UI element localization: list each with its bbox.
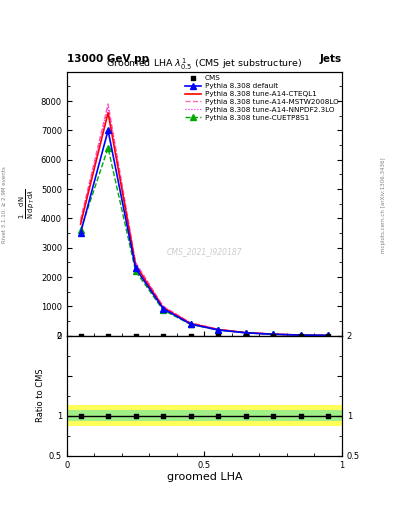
- Pythia 8.308 tune-A14-MSTW2008LO: [106, 101, 110, 107]
- Pythia 8.308 tune-CUETP8S1: [133, 268, 138, 274]
- Point: [298, 412, 304, 420]
- Pythia 8.308 default: [133, 265, 138, 271]
- Y-axis label: Ratio to CMS: Ratio to CMS: [36, 369, 45, 422]
- Y-axis label: $\frac{1}{\mathrm{N}}\frac{\mathrm{d}\,\mathrm{N}}{\mathrm{d}\,p_T\,\mathrm{d}\l: $\frac{1}{\mathrm{N}}\frac{\mathrm{d}\,\…: [17, 188, 37, 219]
- CMS: [160, 332, 166, 340]
- Pythia 8.308 default: [298, 332, 303, 338]
- Legend: CMS, Pythia 8.308 default, Pythia 8.308 tune-A14-CTEQL1, Pythia 8.308 tune-A14-M: CMS, Pythia 8.308 default, Pythia 8.308 …: [184, 74, 340, 122]
- Pythia 8.308 default: [161, 306, 165, 312]
- Line: Pythia 8.308 default: Pythia 8.308 default: [78, 127, 331, 338]
- Pythia 8.308 tune-A14-CTEQL1: [106, 110, 110, 116]
- Pythia 8.308 tune-A14-CTEQL1: [243, 330, 248, 336]
- Pythia 8.308 tune-CUETP8S1: [326, 332, 331, 338]
- Pythia 8.308 default: [271, 331, 275, 337]
- CMS: [77, 332, 84, 340]
- Pythia 8.308 tune-A14-MSTW2008LO: [326, 332, 331, 338]
- Point: [270, 412, 276, 420]
- CMS: [105, 332, 111, 340]
- Pythia 8.308 default: [243, 330, 248, 336]
- Line: Pythia 8.308 tune-A14-NNPDF2.3LO: Pythia 8.308 tune-A14-NNPDF2.3LO: [81, 107, 328, 335]
- Pythia 8.308 default: [78, 230, 83, 236]
- Pythia 8.308 tune-CUETP8S1: [188, 322, 193, 328]
- Point: [215, 412, 221, 420]
- Pythia 8.308 default: [106, 127, 110, 134]
- Pythia 8.308 tune-A14-MSTW2008LO: [216, 326, 220, 332]
- Pythia 8.308 tune-A14-CTEQL1: [298, 332, 303, 338]
- Pythia 8.308 tune-A14-MSTW2008LO: [161, 303, 165, 309]
- Pythia 8.308 tune-A14-CTEQL1: [326, 332, 331, 338]
- Pythia 8.308 tune-A14-NNPDF2.3LO: [326, 332, 331, 338]
- Pythia 8.308 tune-A14-NNPDF2.3LO: [298, 332, 303, 338]
- Point: [242, 412, 249, 420]
- Pythia 8.308 tune-CUETP8S1: [271, 331, 275, 337]
- Line: Pythia 8.308 tune-A14-MSTW2008LO: Pythia 8.308 tune-A14-MSTW2008LO: [81, 104, 328, 335]
- Pythia 8.308 tune-A14-MSTW2008LO: [271, 331, 275, 337]
- Pythia 8.308 tune-A14-CTEQL1: [161, 305, 165, 311]
- CMS: [325, 332, 331, 340]
- Pythia 8.308 tune-A14-MSTW2008LO: [243, 329, 248, 335]
- Pythia 8.308 tune-A14-CTEQL1: [188, 321, 193, 327]
- Pythia 8.308 tune-A14-NNPDF2.3LO: [243, 329, 248, 335]
- CMS: [270, 332, 276, 340]
- Bar: [67, 406, 342, 426]
- Pythia 8.308 tune-A14-NNPDF2.3LO: [271, 331, 275, 337]
- Pythia 8.308 tune-A14-MSTW2008LO: [298, 332, 303, 338]
- Title: Groomed LHA $\lambda^{1}_{0.5}$ (CMS jet substructure): Groomed LHA $\lambda^{1}_{0.5}$ (CMS jet…: [106, 56, 303, 72]
- Pythia 8.308 default: [188, 321, 193, 327]
- CMS: [215, 332, 221, 340]
- Text: 13000 GeV pp: 13000 GeV pp: [67, 54, 149, 64]
- Pythia 8.308 tune-CUETP8S1: [106, 145, 110, 151]
- CMS: [298, 332, 304, 340]
- CMS: [242, 332, 249, 340]
- Point: [132, 412, 139, 420]
- Line: Pythia 8.308 tune-A14-CTEQL1: Pythia 8.308 tune-A14-CTEQL1: [81, 113, 328, 335]
- Pythia 8.308 tune-A14-NNPDF2.3LO: [216, 326, 220, 332]
- Point: [77, 412, 84, 420]
- Pythia 8.308 tune-A14-NNPDF2.3LO: [78, 218, 83, 224]
- Pythia 8.308 tune-A14-MSTW2008LO: [188, 319, 193, 326]
- X-axis label: groomed LHA: groomed LHA: [167, 472, 242, 482]
- CMS: [187, 332, 194, 340]
- Pythia 8.308 tune-CUETP8S1: [78, 227, 83, 233]
- Text: CMS_2021_I920187: CMS_2021_I920187: [167, 247, 242, 255]
- Line: Pythia 8.308 tune-CUETP8S1: Pythia 8.308 tune-CUETP8S1: [78, 145, 331, 338]
- Pythia 8.308 tune-CUETP8S1: [161, 307, 165, 313]
- Text: mcplots.cern.ch [arXiv:1306.3436]: mcplots.cern.ch [arXiv:1306.3436]: [381, 157, 386, 252]
- Pythia 8.308 default: [326, 332, 331, 338]
- CMS: [132, 332, 139, 340]
- Pythia 8.308 tune-A14-MSTW2008LO: [133, 259, 138, 265]
- Pythia 8.308 tune-A14-NNPDF2.3LO: [161, 304, 165, 310]
- Point: [187, 412, 194, 420]
- Text: Jets: Jets: [320, 54, 342, 64]
- Text: Rivet 3.1.10, ≥ 2.9M events: Rivet 3.1.10, ≥ 2.9M events: [2, 166, 7, 243]
- Point: [160, 412, 166, 420]
- Pythia 8.308 default: [216, 327, 220, 333]
- Pythia 8.308 tune-CUETP8S1: [298, 332, 303, 338]
- Pythia 8.308 tune-A14-NNPDF2.3LO: [133, 261, 138, 267]
- Pythia 8.308 tune-A14-CTEQL1: [216, 327, 220, 333]
- Point: [325, 412, 331, 420]
- Pythia 8.308 tune-CUETP8S1: [243, 330, 248, 336]
- Pythia 8.308 tune-A14-NNPDF2.3LO: [106, 104, 110, 110]
- Point: [105, 412, 111, 420]
- Bar: [67, 410, 342, 421]
- Pythia 8.308 tune-A14-MSTW2008LO: [78, 217, 83, 223]
- Pythia 8.308 tune-A14-CTEQL1: [78, 221, 83, 227]
- Pythia 8.308 tune-CUETP8S1: [216, 327, 220, 333]
- Pythia 8.308 tune-A14-NNPDF2.3LO: [188, 320, 193, 326]
- Pythia 8.308 tune-A14-CTEQL1: [271, 331, 275, 337]
- Pythia 8.308 tune-A14-CTEQL1: [133, 262, 138, 268]
